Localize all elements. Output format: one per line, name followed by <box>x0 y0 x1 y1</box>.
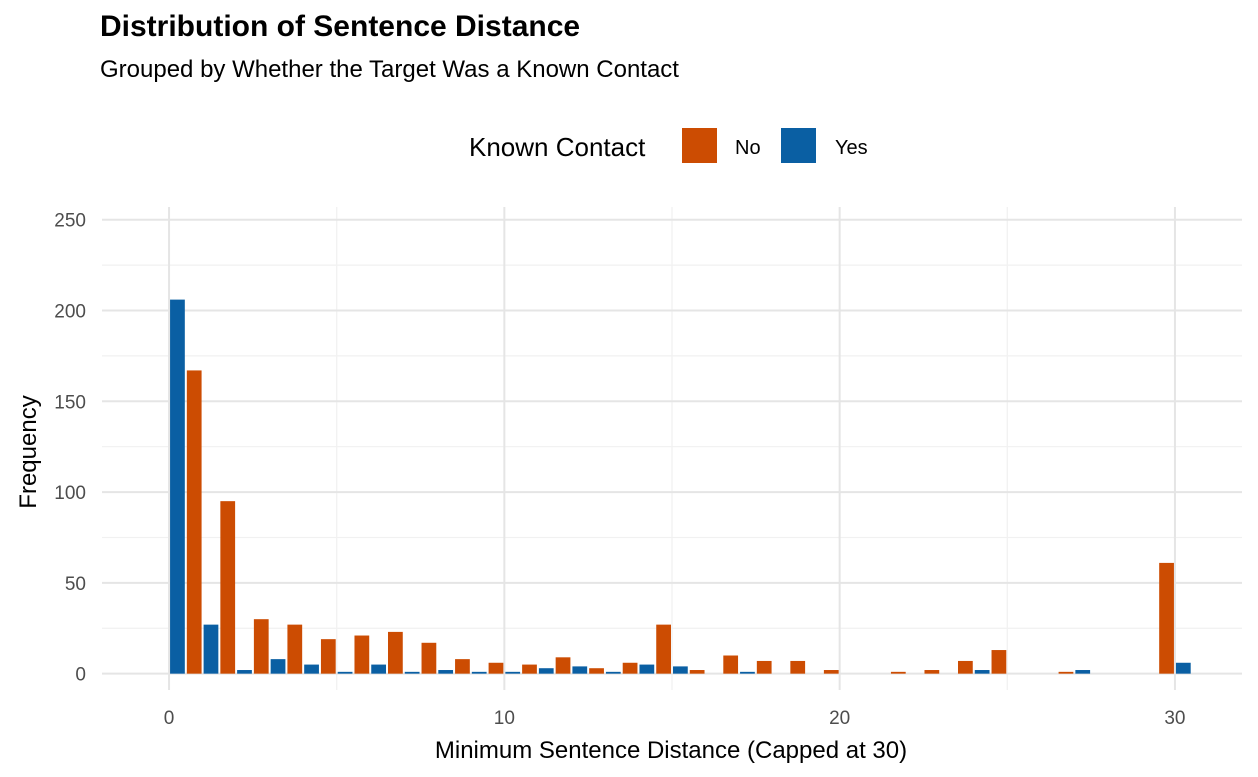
bar-yes <box>170 299 185 674</box>
bar-yes <box>639 664 655 674</box>
bar-yes <box>371 664 386 674</box>
bar-yes <box>237 670 252 674</box>
bar-no <box>253 619 269 674</box>
y-tick-label: 150 <box>54 392 86 413</box>
bar-yes <box>203 624 219 674</box>
chart-title: Distribution of Sentence Distance <box>100 10 581 43</box>
bar-yes <box>605 671 621 674</box>
legend-swatch-yes <box>781 128 816 163</box>
bar-no <box>522 664 537 674</box>
bar-no <box>186 370 202 674</box>
bar-no <box>823 670 839 674</box>
bar-no <box>622 662 638 674</box>
axis-ticks: 0 50 100 150 200 250 0 10 20 30 <box>54 211 1185 729</box>
bar-no <box>1159 562 1174 674</box>
bar-no <box>1058 671 1074 674</box>
bar-yes <box>673 666 688 674</box>
bar-yes <box>538 668 554 674</box>
chart-subtitle: Grouped by Whether the Target Was a Know… <box>100 56 679 83</box>
bar-no <box>756 660 772 674</box>
bar-yes <box>404 671 420 674</box>
y-tick-label: 0 <box>75 665 86 686</box>
bar-no <box>354 635 370 674</box>
bar-yes <box>740 671 755 674</box>
legend-swatch-no <box>682 128 717 163</box>
bar-yes <box>304 664 319 674</box>
y-axis-label: Frequency <box>15 395 42 508</box>
x-tick-label: 20 <box>829 708 850 729</box>
y-tick-label: 100 <box>54 483 86 504</box>
y-tick-label: 250 <box>54 211 86 232</box>
legend-label-no: No <box>735 137 761 159</box>
bar-yes <box>505 671 521 674</box>
bar-no <box>689 670 705 674</box>
legend: Known Contact No Yes <box>469 128 868 163</box>
bar-no <box>455 659 470 674</box>
legend-title: Known Contact <box>469 132 646 162</box>
bar-yes <box>1175 662 1191 674</box>
bars <box>170 299 1191 674</box>
y-tick-label: 200 <box>54 302 86 323</box>
x-tick-label: 30 <box>1164 708 1185 729</box>
bar-yes <box>572 666 588 674</box>
bar-no <box>320 639 336 674</box>
bar-yes <box>1075 670 1091 674</box>
bar-no <box>589 668 604 674</box>
grid <box>102 207 1242 690</box>
bar-no <box>421 642 437 674</box>
bar-no <box>488 662 504 674</box>
bar-yes <box>974 670 990 674</box>
y-tick-label: 50 <box>65 574 86 595</box>
bar-no <box>723 655 739 674</box>
bar-yes <box>270 659 286 674</box>
bar-yes <box>438 670 454 674</box>
bar-no <box>991 650 1007 674</box>
legend-label-yes: Yes <box>835 137 868 159</box>
bar-no <box>656 624 671 674</box>
bar-no <box>388 631 403 674</box>
bar-yes <box>471 671 487 674</box>
bar-no <box>890 671 906 674</box>
bar-no <box>790 660 806 674</box>
bar-yes <box>337 671 353 674</box>
x-tick-label: 0 <box>164 708 175 729</box>
x-tick-label: 10 <box>494 708 515 729</box>
bar-no <box>924 670 940 674</box>
bar-no <box>555 657 571 674</box>
bar-no <box>287 624 303 674</box>
bar-no <box>958 660 973 674</box>
bar-no <box>220 501 236 674</box>
x-axis-label: Minimum Sentence Distance (Capped at 30) <box>435 737 907 764</box>
